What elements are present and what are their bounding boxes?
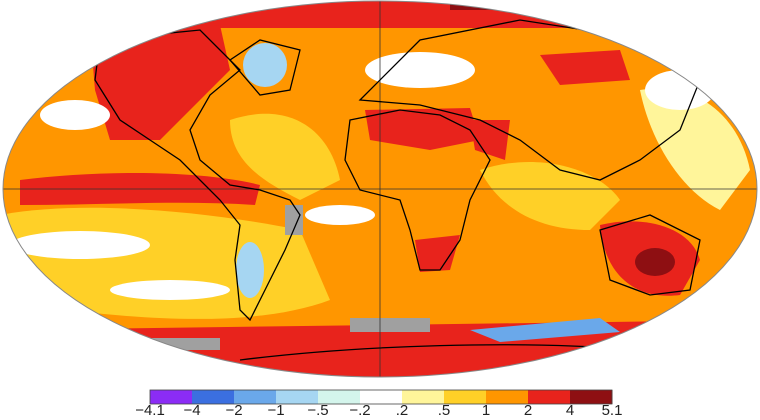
region	[365, 108, 480, 150]
colorbar-label: −4	[183, 402, 200, 419]
region	[10, 231, 150, 259]
colorbar-label: −.5	[307, 402, 328, 419]
colorbar: −4.1 −4 −2 −1 −.5 −.2 .2 .5 1 2 4 5.1	[135, 389, 623, 419]
region	[540, 50, 630, 85]
colorbar-label: −.2	[349, 402, 370, 419]
region	[470, 318, 620, 342]
region	[40, 100, 110, 130]
region	[110, 280, 230, 300]
region	[635, 248, 675, 276]
colorbar-label: −4.1	[135, 402, 165, 419]
colorbar-label: 2	[524, 402, 532, 419]
anomaly-map	[3, 1, 757, 377]
coastline	[229, 39, 301, 96]
colorbar-label: −1	[267, 402, 284, 419]
colorbar-label: .2	[396, 402, 409, 419]
colorbar-swatch	[528, 390, 571, 404]
colorbar-swatch	[150, 390, 193, 404]
colorbar-label: −2	[225, 402, 242, 419]
globe-outline	[2, 0, 758, 378]
colorbar-swatch	[570, 390, 613, 404]
colorbar-swatch	[402, 390, 445, 404]
colorbar-swatch	[486, 390, 529, 404]
colorbar-swatch	[444, 390, 487, 404]
colorbar-swatch	[360, 390, 403, 404]
coastline	[94, 29, 301, 322]
region	[645, 70, 715, 110]
colorbar-label: 4	[566, 402, 574, 419]
colorbar-swatch	[192, 390, 235, 404]
colorbar-swatch	[318, 390, 361, 404]
region	[90, 25, 230, 140]
colorbar-frame	[149, 389, 613, 405]
region	[305, 205, 375, 225]
colorbar-swatch	[276, 390, 319, 404]
coastline	[599, 214, 701, 296]
missing-data	[350, 318, 430, 332]
colorbar-label: .5	[438, 402, 451, 419]
region	[365, 52, 475, 88]
region	[415, 235, 460, 272]
region	[640, 88, 750, 210]
region	[230, 113, 340, 200]
coastline	[344, 109, 491, 271]
region	[480, 161, 620, 230]
coastline	[358, 19, 701, 181]
region	[236, 242, 264, 298]
region	[243, 43, 287, 87]
colorbar-label: 5.1	[602, 402, 623, 419]
colorbar-label: 1	[482, 402, 490, 419]
colorbar-swatch	[234, 390, 277, 404]
